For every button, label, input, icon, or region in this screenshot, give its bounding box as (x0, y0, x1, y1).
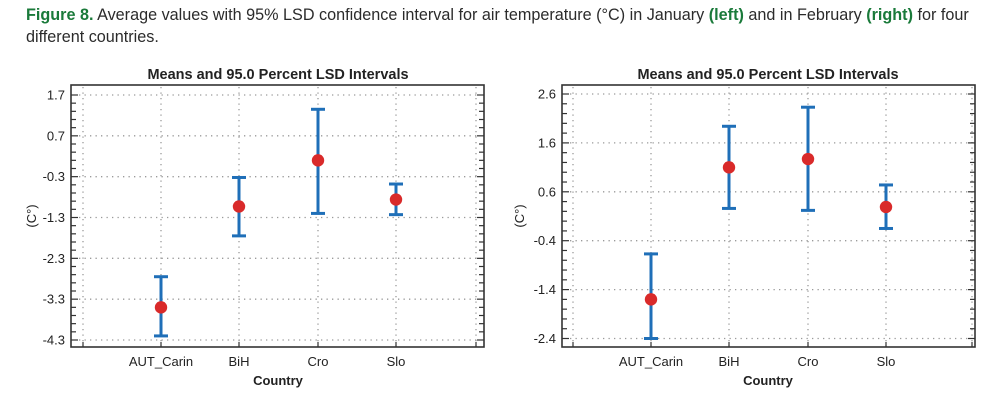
y-tick-label: -3.3 (43, 292, 65, 307)
x-tick-label: Slo (877, 354, 896, 369)
y-tick-label: -4.3 (43, 333, 65, 348)
caption-text-1: Average values with 95% LSD confidence i… (93, 6, 709, 24)
x-tick-label: Cro (798, 354, 819, 369)
y-tick-label: -2.4 (534, 331, 556, 346)
caption-right-word: (right) (866, 6, 913, 24)
x-tick-label: AUT_Carin (129, 354, 193, 369)
figure-caption: Figure 8. Average values with 95% LSD co… (26, 4, 986, 48)
y-tick-label: 0.6 (538, 184, 556, 199)
chart-january: Means and 95.0 Percent LSD Intervals Cou… (24, 67, 485, 388)
mean-point-cro (801, 152, 815, 166)
x-axis-label: Country (743, 373, 794, 388)
y-axis-label: (C°) (512, 204, 527, 227)
y-tick-label: -1.4 (534, 282, 556, 297)
x-tick-label: BiH (229, 354, 250, 369)
mean-point-bih (232, 200, 246, 213)
mean-point-bih (722, 161, 736, 174)
mean-point-aut_carin (154, 301, 168, 314)
y-tick-label: -2.3 (43, 251, 65, 266)
y-tick-label: -0.3 (43, 169, 65, 184)
x-tick-label: BiH (719, 354, 740, 369)
x-axis-label: Country (253, 373, 304, 388)
charts-canvas: Means and 95.0 Percent LSD Intervals Cou… (24, 67, 976, 388)
y-tick-label: 2.6 (538, 87, 556, 102)
chart-title: Means and 95.0 Percent LSD Intervals (147, 67, 408, 83)
mean-point-aut_carin (644, 293, 658, 306)
y-axis-label: (C°) (24, 204, 39, 227)
mean-point-slo (879, 200, 893, 214)
figure-label: Figure 8. (26, 6, 94, 24)
chart-february: Means and 95.0 Percent LSD Intervals Cou… (512, 67, 976, 388)
y-tick-label: -0.4 (534, 233, 556, 248)
y-tick-label: -1.3 (43, 210, 65, 225)
plot-frame (561, 84, 976, 348)
x-tick-label: AUT_Carin (619, 354, 683, 369)
chart-title: Means and 95.0 Percent LSD Intervals (637, 67, 898, 83)
x-tick-label: Cro (308, 354, 329, 369)
mean-point-cro (311, 154, 325, 167)
plot-frame (70, 84, 485, 348)
y-tick-label: 1.6 (538, 135, 556, 150)
x-tick-label: Slo (387, 354, 406, 369)
caption-left-word: (left) (708, 6, 744, 24)
y-tick-label: 0.7 (47, 128, 65, 143)
caption-text-3: for four different countries. (26, 6, 969, 46)
y-tick-label: 1.7 (47, 88, 65, 103)
mean-point-slo (389, 193, 403, 206)
caption-text-2: and in February (743, 6, 867, 24)
